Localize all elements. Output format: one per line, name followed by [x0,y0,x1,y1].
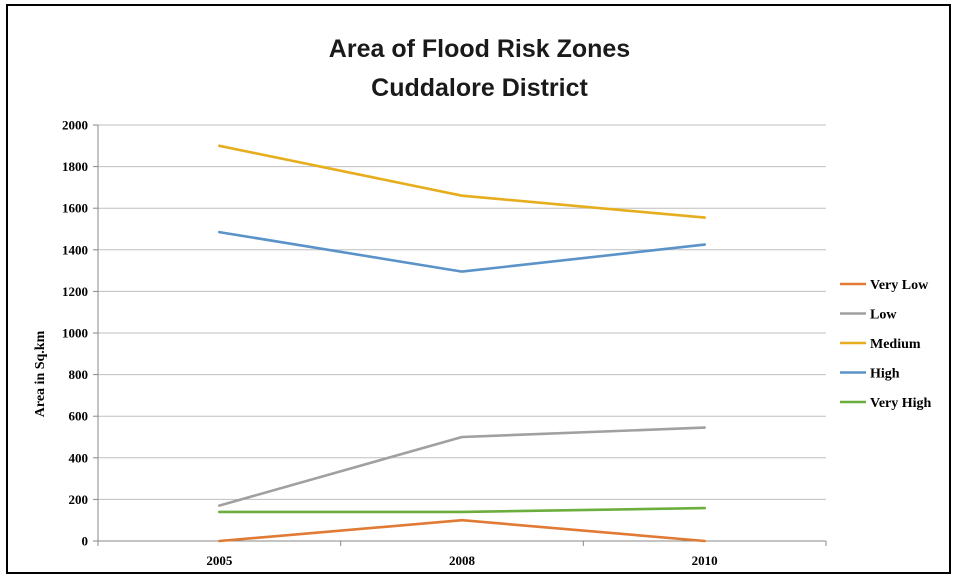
y-tick-label: 200 [69,492,89,507]
legend-label: Very High [870,396,932,411]
x-tick-label: 2005 [206,553,233,568]
chart-frame [6,4,951,574]
legend-label: Low [870,308,897,323]
y-tick-label: 1000 [62,326,88,341]
y-tick-label: 1800 [62,159,88,174]
legend-item-high: High [840,367,900,382]
x-tick-label: 2008 [449,553,476,568]
x-axis-ticks: 2005 2008 2010 [97,541,827,568]
legend-item-low: Low [840,308,897,323]
series-lines [218,144,707,543]
chart-title-line-2: Cuddalore District [371,74,588,102]
legend-item-very-high: Very High [840,396,932,411]
legend: Very Low Low Medium High Very High [840,278,932,411]
y-tick-label: 1400 [62,242,88,257]
legend-label: Very Low [870,278,929,293]
y-axis-label: Area in Sq.km [33,330,48,417]
y-tick-label: 0 [82,534,89,549]
legend-label: Medium [870,337,921,352]
series-line-high [218,230,707,273]
legend-label: High [870,367,900,382]
y-axis-ticks: 0 200 400 600 800 1000 1200 1400 1600 1800 2000 [62,118,98,549]
series-line-very-high [218,506,707,514]
y-tick-label: 1600 [62,201,88,216]
gridlines [98,124,826,500]
y-tick-label: 600 [69,409,89,424]
y-tick-label: 1200 [62,284,88,299]
x-tick-label: 2010 [692,553,718,568]
y-tick-label: 800 [69,367,89,382]
chart-title-line-1: Area of Flood Risk Zones [328,35,631,63]
legend-item-medium: Medium [840,337,921,352]
series-line-very-low [218,518,707,543]
series-line-low [218,426,707,507]
legend-item-very-low: Very Low [840,278,929,293]
y-tick-label: 400 [69,450,89,465]
y-tick-label: 2000 [62,118,88,133]
series-line-medium [218,144,707,219]
chart-title: Area of Flood Risk Zones Cuddalore Distr… [0,30,959,108]
